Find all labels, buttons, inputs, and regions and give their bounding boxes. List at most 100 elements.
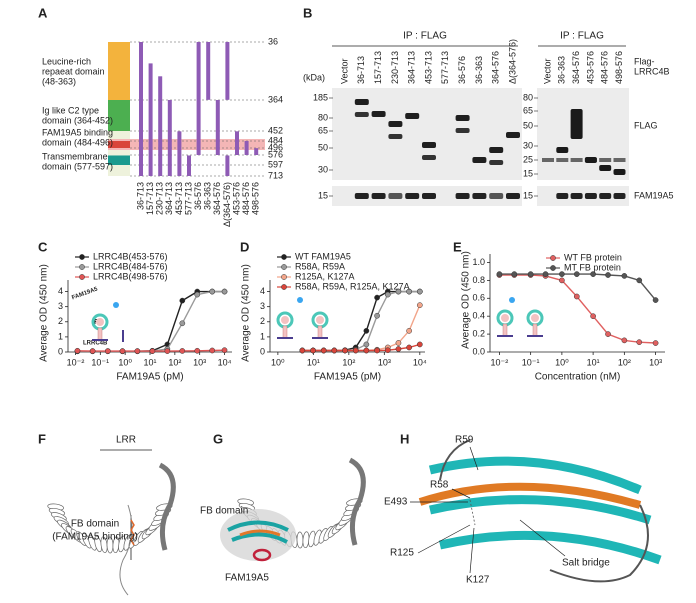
kda-label: (kDa) [303,72,325,82]
data-point [384,291,391,298]
bait-label: Flag- [634,56,655,66]
ip-label: IP : FLAG [403,31,447,42]
construct-bar [225,155,230,176]
construct-label: 453-713 [174,182,184,215]
construct-bar [167,100,172,176]
helix [252,548,272,562]
blot-band [613,169,626,175]
lrr-label: LRR [116,435,136,446]
legend-marker [281,284,287,290]
x-tick-label: 10⁰ [118,357,132,367]
x-tick-label: 10⁻¹ [91,357,109,367]
construct-label: 364-576 [212,182,222,215]
y-tick-label: 2 [58,316,63,326]
blot-label: FLAG [634,120,658,130]
marker-label: 50 [318,142,328,152]
construct-label: 157-713 [145,182,155,215]
data-point [374,294,380,301]
data-point [406,344,412,351]
data-point [590,313,596,320]
lane-label: 36-713 [356,56,366,84]
blot-band [489,193,504,199]
blot-band [455,128,470,133]
marker-label: 65 [523,105,533,115]
x-tick-label: 10⁴ [413,357,427,367]
bait-label: LRRC4B [634,66,670,76]
data-point [384,347,391,354]
y-tick-label: 3 [260,301,265,311]
x-tick-label: 10¹ [307,357,320,367]
data-point [331,347,338,354]
sheet [439,530,662,565]
salt-bridge [469,499,476,526]
boundary-label: 452 [268,125,283,135]
lane-label: 36-363 [474,56,484,84]
data-point [559,277,565,284]
lane-label: 364-576 [491,51,501,84]
construct-label: 577-713 [183,182,193,215]
domain-label: domain (484-496) [42,137,113,147]
y-tick-label: 0.0 [472,346,485,356]
construct-label: 498-576 [251,182,261,215]
lane-label: Δ(364-576) [507,39,517,84]
panel-label: E [453,239,462,254]
construct-bar [196,42,201,155]
data-point [104,348,111,354]
boundary-label: 496 [268,142,283,152]
marker-label: 185 [313,92,328,102]
blot-band [405,113,420,119]
legend-label: R58A, R59A [295,261,345,271]
helix [296,531,304,549]
legend-marker [281,274,287,280]
blot-band [613,193,626,199]
blot-band [388,134,403,139]
data-point [134,348,141,354]
domain-box [108,100,130,131]
x-tick-label: 10² [618,357,631,367]
blot-band [405,193,420,199]
blot-band [422,193,436,199]
fam-label: FAM19A5 [225,573,269,584]
construct-label: 230-713 [155,182,165,215]
lane-label: 484-576 [600,51,610,84]
construct-label: 36-576 [193,182,203,210]
x-tick-label: 10² [342,357,355,367]
legend-marker [281,254,287,260]
y-tick-label: 1.0 [472,257,485,267]
legend-label: LRRC4B(453-576) [93,251,168,261]
legend-label: R58A, R59A, R125A, K127A [295,281,410,291]
data-point [363,327,370,334]
y-tick-label: 0 [260,346,265,356]
blot-band [388,121,403,127]
data-point [119,348,126,354]
boundary-label: 713 [268,170,283,180]
domain-label: FAM19A5 binding [42,127,113,137]
legend-label: LRRC4B(484-576) [93,261,168,271]
y-tick-label: 0.4 [472,311,485,321]
data-point [352,347,359,354]
domain-label: domain (577-597) [42,161,113,171]
blot-band [489,160,504,165]
data-point [605,331,611,337]
legend-marker [79,274,85,280]
data-point [652,340,659,346]
boundary-label: 364 [268,94,283,104]
y-tick-label: 0 [58,346,63,356]
cartoon [509,297,515,303]
data-point [179,320,186,327]
data-point [511,271,518,277]
blot [537,88,629,180]
y-tick-label: 3 [58,301,63,311]
lane-label: 577-713 [440,51,450,84]
x-tick-label: 10⁻¹ [522,357,540,367]
construct-bar [235,131,239,155]
construct-label: 453-576 [231,182,241,215]
legend-marker [79,264,85,270]
y-axis-label: Average OD (450 nm) [461,251,472,349]
lane-label: 230-713 [390,51,400,84]
callout [417,524,471,554]
data-point [590,271,596,277]
blot-band [556,147,569,153]
blot-band [455,115,470,121]
